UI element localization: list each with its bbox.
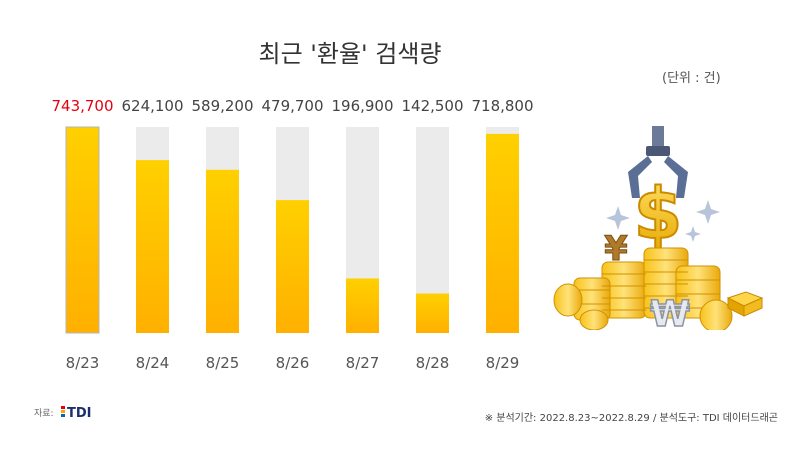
unit-label: (단위 : 건): [662, 71, 721, 86]
data-label: 624,100: [121, 97, 183, 115]
category-label: 8/23: [66, 354, 100, 372]
coin-icon: [553, 283, 583, 317]
bar: [136, 160, 169, 333]
data-label: 196,900: [331, 97, 393, 115]
won-sign-icon: ₩: [650, 294, 690, 330]
bar: [416, 293, 449, 333]
data-label: 589,200: [191, 97, 253, 115]
bar-chart: 743,700 8/23 624,100 8/24 589,200 8/25 479,700…: [51, 97, 533, 372]
coin-icon: [699, 299, 733, 330]
money-illustration: $ ¥ ₩: [553, 126, 764, 330]
category-label: 8/25: [206, 354, 240, 372]
sparkle-icon: [606, 200, 720, 242]
data-label: 743,700: [51, 97, 113, 115]
category-label: 8/27: [346, 354, 380, 372]
tdi-logo: TDI: [61, 406, 92, 421]
data-label: 479,700: [261, 97, 323, 115]
gold-bar-icon: [726, 291, 764, 317]
coin-icon: [579, 309, 609, 330]
category-label: 8/28: [416, 354, 450, 372]
bar: [486, 133, 519, 333]
bar: [346, 278, 379, 333]
bar: [65, 126, 100, 334]
dollar-sign-icon: $: [634, 173, 683, 255]
coin-stack-icon: [573, 247, 721, 321]
source-label: 자료:: [34, 409, 54, 419]
bar: [206, 169, 239, 333]
tdi-logo-text: TDI: [67, 406, 92, 421]
category-label: 8/26: [276, 354, 310, 372]
bar: [276, 200, 309, 333]
category-label: 8/29: [486, 354, 520, 372]
chart-title: 최근 '환율' 검색량: [258, 40, 442, 68]
category-label: 8/24: [136, 354, 170, 372]
data-label: 718,800: [471, 97, 533, 115]
crane-claw-icon: [628, 126, 688, 198]
data-label: 142,500: [401, 97, 463, 115]
footnote: ※ 분석기간: 2022.8.23~2022.8.29 / 분석도구: TDI …: [484, 413, 778, 424]
